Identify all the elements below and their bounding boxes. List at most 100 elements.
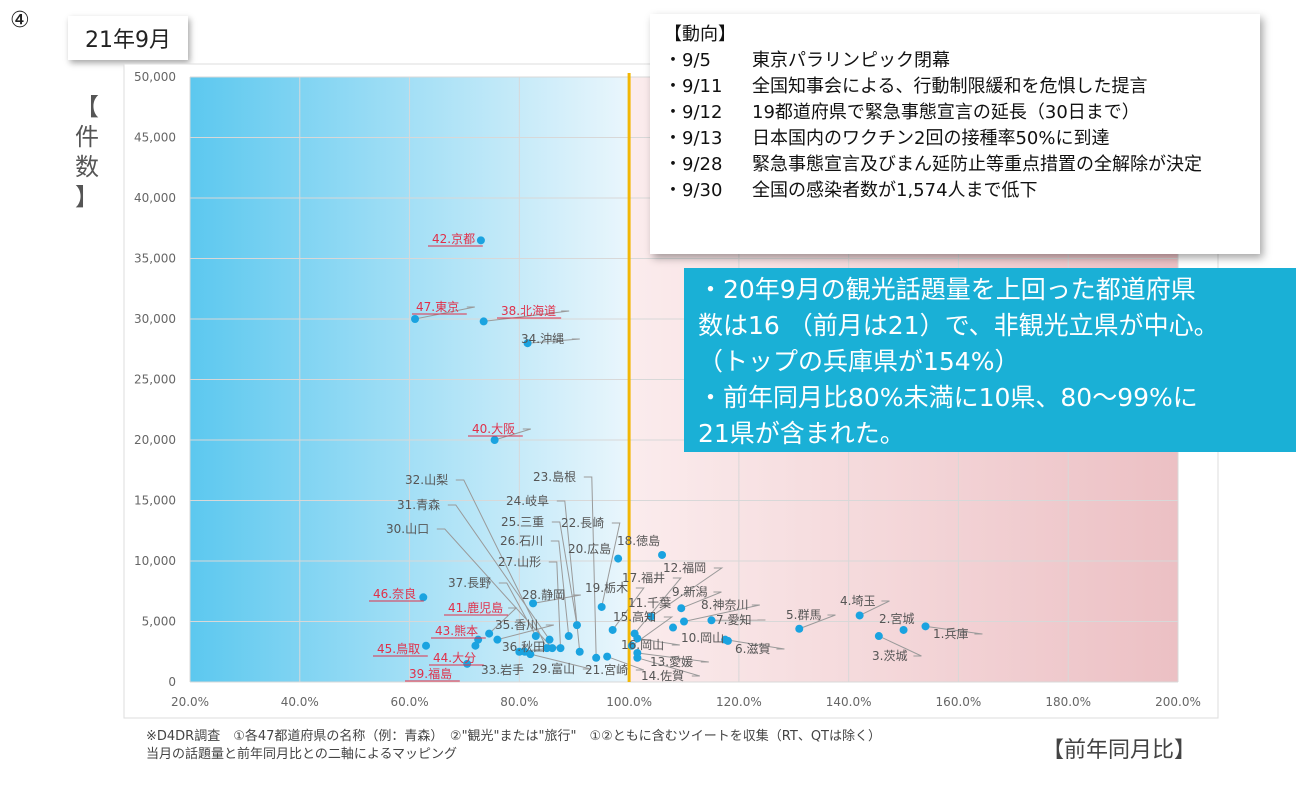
point-label: 3.茨城 bbox=[872, 649, 907, 663]
leader-line bbox=[650, 567, 724, 618]
slide-number: ④ bbox=[10, 8, 30, 33]
leader-line bbox=[497, 624, 554, 641]
data-point bbox=[614, 554, 623, 563]
leader-line bbox=[925, 625, 983, 635]
point-label: 15.高知 bbox=[613, 609, 656, 624]
point-label: 22.長崎 bbox=[561, 516, 604, 530]
trend-date: ・9/13 bbox=[664, 128, 723, 149]
leader-line bbox=[799, 614, 836, 630]
point-label: 43.熊本 bbox=[435, 623, 478, 638]
footnote-line: 当月の話題量と前年同月比との二軸によるマッピング bbox=[146, 747, 457, 762]
data-point bbox=[479, 317, 488, 326]
data-point bbox=[874, 632, 883, 641]
point-label: 28.静岡 bbox=[522, 588, 565, 602]
trend-text: 東京パラリンピック閉幕 bbox=[752, 50, 950, 71]
point-label: 36.秋田 bbox=[502, 640, 545, 654]
point-label: 35.香川 bbox=[495, 618, 538, 632]
data-point bbox=[422, 641, 431, 650]
trend-date: ・9/28 bbox=[664, 154, 723, 175]
leader-line bbox=[606, 656, 644, 671]
data-point bbox=[490, 436, 499, 444]
leader-line bbox=[436, 528, 553, 649]
x-tick-label: 100.0% bbox=[606, 695, 652, 709]
point-label: 8.神奈川 bbox=[701, 598, 748, 612]
data-point bbox=[529, 599, 538, 608]
leader-line bbox=[631, 616, 674, 647]
y-tick-label: 25,000 bbox=[134, 373, 176, 387]
x-tick-label: 160.0% bbox=[936, 695, 982, 709]
data-point bbox=[721, 635, 730, 644]
y-tick-label: 20,000 bbox=[134, 433, 176, 447]
summary-line: ・前年同月比80%未満に10県、80～99%に bbox=[698, 383, 1198, 412]
data-point bbox=[531, 632, 540, 641]
y-tick-label: 10,000 bbox=[134, 554, 176, 568]
trend-item: ・9/28 緊急事態宣言及びまん延防止等重点措置の全解除が決定 bbox=[664, 152, 1246, 178]
footnote: ※D4DR調査 ①各47都道府県の名称（例：青森） ②"観光"または"旅行" ①… bbox=[146, 728, 881, 764]
leader-line bbox=[725, 639, 785, 650]
point-label: 26.石川 bbox=[500, 534, 543, 548]
x-tick-label: 120.0% bbox=[716, 695, 762, 709]
leader-line bbox=[532, 594, 581, 604]
data-point bbox=[515, 647, 524, 656]
point-label: 18.徳島 bbox=[617, 533, 660, 548]
data-point bbox=[575, 647, 584, 656]
point-label: 47.東京 bbox=[416, 300, 459, 314]
data-point bbox=[677, 604, 686, 613]
leader-line bbox=[601, 522, 621, 608]
leader-line bbox=[527, 338, 580, 344]
data-point bbox=[526, 650, 535, 659]
data-point bbox=[707, 616, 716, 625]
leader-line bbox=[548, 561, 561, 649]
y-tick-label: 0 bbox=[168, 675, 176, 689]
data-point bbox=[608, 625, 617, 634]
point-label: 6.滋賀 bbox=[735, 642, 770, 656]
leader-line bbox=[637, 652, 709, 663]
point-label: 25.三重 bbox=[501, 515, 544, 529]
leader-line bbox=[551, 521, 578, 626]
x-tick-label: 60.0% bbox=[390, 695, 428, 709]
y-axis-label-part: 件 bbox=[75, 123, 99, 151]
x-tick-label: 40.0% bbox=[281, 695, 319, 709]
data-point bbox=[921, 622, 930, 631]
trend-item: ・9/13 日本国内のワクチン2回の接種率50%に到達 bbox=[664, 126, 1246, 152]
month-label: 21年9月 bbox=[68, 16, 188, 60]
point-label: 34.沖縄 bbox=[521, 331, 564, 346]
leader-line bbox=[612, 587, 645, 631]
data-point bbox=[669, 623, 678, 632]
trend-text: 緊急事態宣言及びまん延防止等重点措置の全解除が決定 bbox=[752, 154, 1202, 175]
point-label: 41.鹿児島 bbox=[448, 600, 503, 615]
data-point bbox=[485, 629, 494, 638]
point-label: 12.福岡 bbox=[663, 560, 706, 575]
trend-item: ・9/11 全国知事会による、行動制限緩和を危惧した提言 bbox=[664, 74, 1246, 100]
trend-item: ・9/12 19都道府県で緊急事態宣言の延長（30日まで） bbox=[664, 100, 1246, 126]
y-tick-label: 50,000 bbox=[134, 70, 176, 84]
point-label: 31.青森 bbox=[397, 497, 440, 512]
leader-line bbox=[681, 591, 722, 609]
data-point bbox=[548, 644, 557, 653]
data-point bbox=[592, 653, 601, 662]
leader-line bbox=[550, 540, 570, 637]
trend-text: 19都道府県で緊急事態宣言の延長（30日まで） bbox=[752, 102, 1140, 123]
summary-line: 21県が含まれた。 bbox=[698, 419, 905, 448]
leader-line bbox=[637, 637, 680, 646]
data-point bbox=[471, 641, 480, 650]
point-label: 44.大分 bbox=[433, 651, 476, 665]
summary-line: ・20年9月の観光話題量を上回った都道府県 bbox=[698, 275, 1196, 304]
point-label: 37.長野 bbox=[448, 576, 491, 590]
point-label: 17.福井 bbox=[622, 570, 665, 585]
leader-line bbox=[414, 306, 475, 320]
point-label: 16.岡山 bbox=[621, 638, 664, 652]
leader-line bbox=[878, 635, 922, 657]
data-point bbox=[463, 659, 472, 668]
y-tick-label: 35,000 bbox=[134, 252, 176, 266]
point-label: 20.広島 bbox=[568, 541, 611, 556]
data-point bbox=[633, 634, 642, 643]
summary-line: （トップの兵庫県が154%） bbox=[698, 347, 1020, 376]
trend-text: 日本国内のワクチン2回の接種率50%に到達 bbox=[752, 128, 1110, 149]
point-label: 9.新潟 bbox=[672, 584, 707, 599]
leader-line bbox=[683, 604, 760, 622]
point-label: 7.愛知 bbox=[716, 613, 751, 627]
point-label: 29.富山 bbox=[532, 661, 575, 676]
trend-text: 全国の感染者数が1,574人まで低下 bbox=[752, 180, 1038, 201]
x-tick-label: 180.0% bbox=[1045, 695, 1091, 709]
